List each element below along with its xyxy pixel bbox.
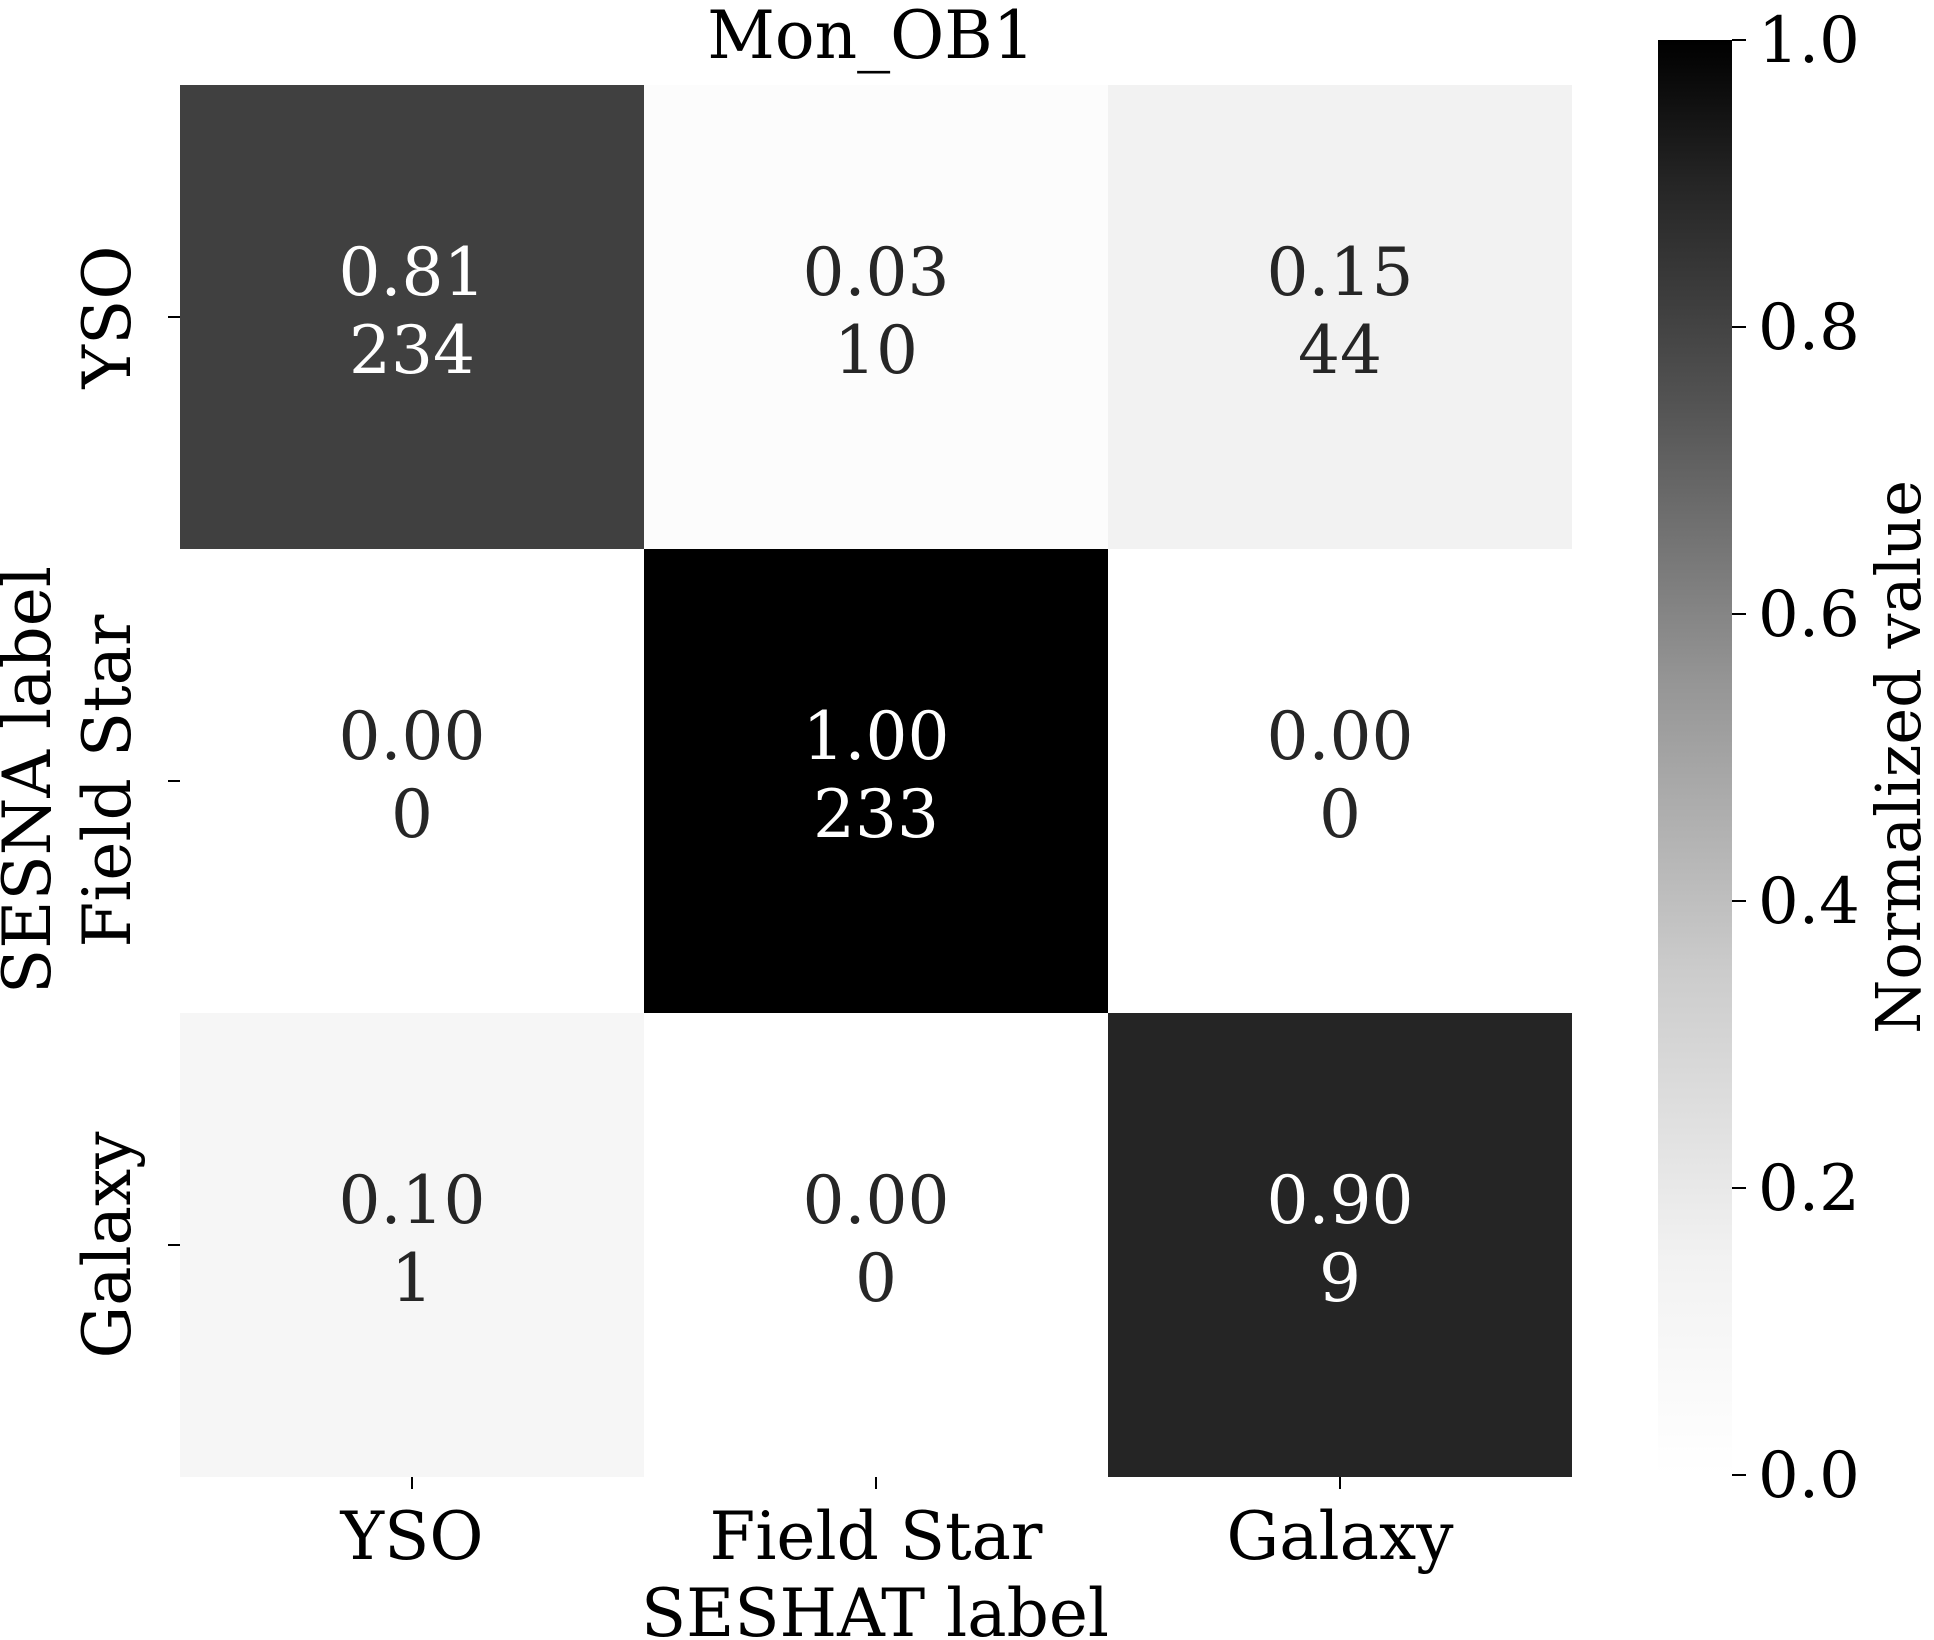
y-tick-label: YSO: [69, 246, 146, 390]
cell-value-label: 0.81: [339, 234, 486, 311]
cell-count-label: 1: [391, 1240, 433, 1317]
heatmap-cell: [180, 85, 644, 549]
cell-value-label: 0.00: [339, 698, 486, 775]
colorbar: [1658, 40, 1732, 1475]
cell-count-label: 0: [1319, 776, 1361, 853]
x-tick-label: YSO: [340, 1498, 484, 1575]
heatmap-cell: [1108, 85, 1572, 549]
heatmap-cell: [180, 1013, 644, 1477]
heatmap-cell: [1108, 549, 1572, 1013]
cell-count-label: 9: [1319, 1240, 1361, 1317]
cell-value-label: 0.03: [803, 234, 950, 311]
x-axis-label: SESHAT label: [641, 1575, 1109, 1640]
heatmap-cell: [180, 549, 644, 1013]
colorbar-tick-label: 0.4: [1758, 865, 1860, 939]
cell-count-label: 44: [1298, 312, 1382, 389]
cell-count-label: 10: [834, 312, 918, 389]
x-tick-label: Field Star: [710, 1498, 1043, 1575]
heatmap-cell-labels: 0.812340.03100.15440.0001.002330.0000.10…: [339, 234, 1414, 1317]
colorbar-label: Normalized value: [1862, 480, 1934, 1034]
y-axis-ticks: YSO Field Star Galaxy: [69, 246, 180, 1359]
cell-count-label: 0: [855, 1240, 897, 1317]
y-tick-label: Galaxy: [69, 1131, 146, 1359]
cell-count-label: 234: [349, 312, 475, 389]
colorbar-tick-label: 0.2: [1758, 1152, 1860, 1226]
cell-value-label: 0.10: [339, 1162, 486, 1239]
cell-value-label: 0.15: [1267, 234, 1414, 311]
cell-value-label: 1.00: [803, 698, 950, 775]
colorbar-tick-label: 0.6: [1758, 578, 1860, 652]
colorbar-tick-label: 0.0: [1758, 1439, 1860, 1513]
x-axis-ticks: YSO Field Star Galaxy: [340, 1477, 1454, 1575]
cell-count-label: 233: [813, 776, 939, 853]
heatmap-cell: [644, 549, 1108, 1013]
y-tick-label: Field Star: [69, 614, 146, 947]
heatmap-cells: [180, 85, 1572, 1477]
y-axis-label: SESNA label: [0, 566, 66, 994]
chart-title: Mon_OB1: [707, 0, 1034, 74]
heatmap-cell: [644, 1013, 1108, 1477]
x-tick-label: Galaxy: [1226, 1498, 1454, 1575]
colorbar-tick-label: 1.0: [1758, 4, 1860, 78]
cell-value-label: 0.90: [1267, 1162, 1414, 1239]
cell-value-label: 0.00: [803, 1162, 950, 1239]
cell-value-label: 0.00: [1267, 698, 1414, 775]
colorbar-tick-label: 0.8: [1758, 291, 1860, 365]
cell-count-label: 0: [391, 776, 433, 853]
heatmap-cell: [1108, 1013, 1572, 1477]
heatmap-cell: [644, 85, 1108, 549]
colorbar-ticks: 0.0 0.2 0.4 0.6 0.8 1.0: [1732, 4, 1860, 1513]
